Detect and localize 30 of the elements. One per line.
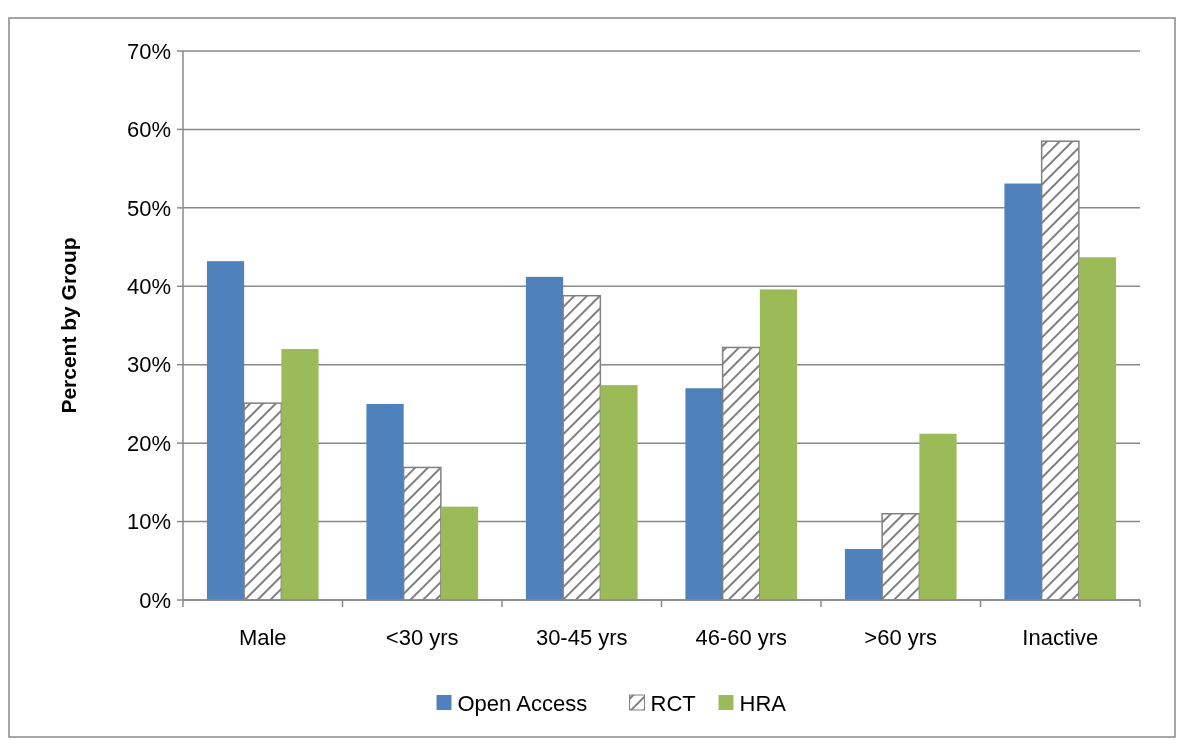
bar <box>1004 183 1042 600</box>
bar <box>919 433 957 600</box>
x-tick-label: <30 yrs <box>385 625 459 650</box>
x-tick-label: 46-60 yrs <box>695 625 788 650</box>
bar <box>206 261 245 600</box>
y-tick-label: 20% <box>126 430 171 456</box>
bar <box>759 289 798 600</box>
y-tick-label: 60% <box>126 117 171 143</box>
x-tick-label: Male <box>238 625 287 650</box>
bar <box>685 388 723 600</box>
y-axis-title: Percent by Group <box>57 237 80 414</box>
x-tick-label: 30-45 yrs <box>535 625 628 650</box>
y-tick-label: 50% <box>126 195 171 221</box>
bar <box>440 506 479 600</box>
bar <box>366 403 404 600</box>
legend-label: Open Access <box>457 690 588 716</box>
y-tick-label: 10% <box>126 509 171 535</box>
x-tick-label: Inactive <box>1022 625 1099 650</box>
y-tick-label: 70% <box>126 38 171 64</box>
x-tick-label: >60 yrs <box>864 625 938 650</box>
legend-label: RCT <box>650 690 696 716</box>
bar <box>525 276 564 600</box>
bar <box>281 349 319 600</box>
y-tick-label: 40% <box>126 273 171 299</box>
legend-label: HRA <box>739 690 787 716</box>
bar <box>600 385 638 600</box>
bar <box>1078 257 1117 600</box>
y-tick-label: 0% <box>139 587 171 613</box>
y-tick-label: 30% <box>126 352 171 378</box>
bar <box>844 549 883 600</box>
